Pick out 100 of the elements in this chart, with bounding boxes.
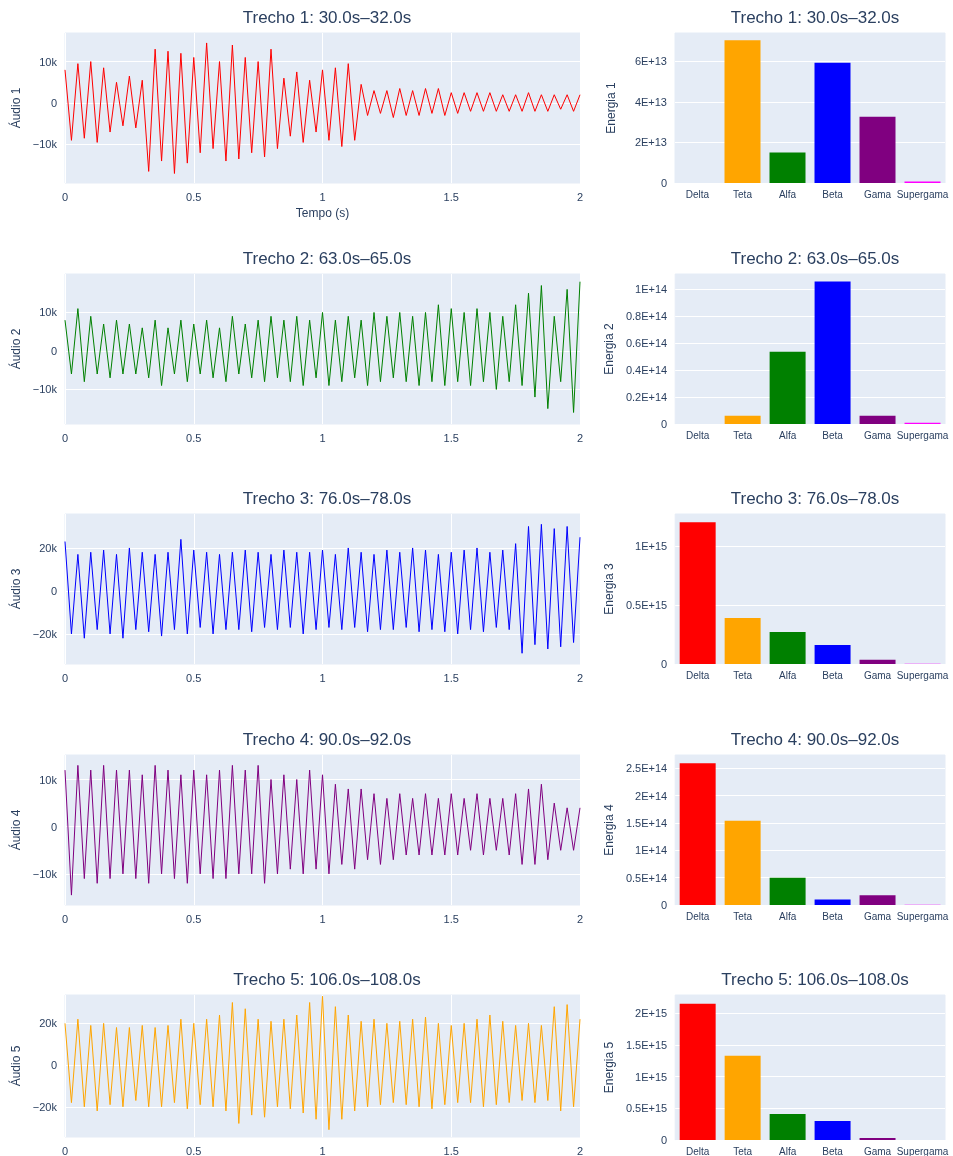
y-tick-label: 0.2E+14 bbox=[625, 391, 668, 404]
y-axis-title: Energia 1 bbox=[604, 81, 618, 134]
x-tick-label: 2 bbox=[576, 190, 584, 203]
y-tick-label: 6E+13 bbox=[634, 55, 667, 68]
y-axis-title: Áudio 3 bbox=[7, 568, 23, 610]
chart-title: Trecho 1: 30.0s–32.0s bbox=[242, 8, 412, 27]
y-tick-label: 20k bbox=[39, 1017, 58, 1030]
bar bbox=[769, 877, 806, 905]
bar bbox=[814, 62, 851, 183]
x-tick-label: 1 bbox=[319, 1144, 326, 1156]
chart-title: Trecho 2: 63.0s–65.0s bbox=[730, 249, 900, 268]
x-tick-label: 1.5 bbox=[443, 431, 459, 444]
x-tick-label: Teta bbox=[733, 669, 753, 681]
y-tick-label: −10k bbox=[32, 138, 58, 151]
x-tick-label: 1.5 bbox=[443, 671, 459, 684]
x-tick-label: Teta bbox=[733, 910, 753, 922]
x-tick-label: 2 bbox=[576, 1144, 584, 1156]
x-tick-label: 1 bbox=[319, 671, 326, 684]
x-tick-label: 0.5 bbox=[186, 431, 202, 444]
x-tick-label: Supergama bbox=[896, 910, 949, 922]
bar bbox=[859, 895, 896, 905]
x-tick-label: Gama bbox=[863, 188, 892, 200]
y-tick-label: 2E+14 bbox=[635, 789, 668, 802]
x-tick-label: Gama bbox=[863, 1145, 892, 1156]
x-tick-label: Teta bbox=[733, 188, 753, 200]
x-tick-label: Alfa bbox=[778, 429, 797, 441]
y-axis-title: Áudio 5 bbox=[7, 1045, 23, 1087]
chart-title: Trecho 2: 63.0s–65.0s bbox=[242, 249, 412, 268]
x-tick-label: 0 bbox=[61, 431, 69, 444]
bar bbox=[724, 820, 761, 905]
y-tick-label: 0 bbox=[660, 177, 667, 189]
x-tick-label: 0 bbox=[61, 671, 69, 684]
y-tick-label: 1E+15 bbox=[635, 539, 668, 552]
y-tick-label: −20k bbox=[32, 1100, 58, 1113]
chart-title: Trecho 5: 106.0s–108.0s bbox=[721, 970, 909, 989]
y-tick-label: 2E+15 bbox=[635, 1007, 668, 1020]
y-axis-title: Energia 4 bbox=[602, 803, 616, 856]
y-tick-label: 0.5E+14 bbox=[625, 871, 668, 884]
x-tick-label: 2 bbox=[576, 431, 584, 444]
y-axis-title: Energia 5 bbox=[602, 1041, 616, 1094]
bar bbox=[769, 351, 806, 424]
y-tick-label: 0.5E+15 bbox=[625, 1102, 668, 1115]
y-tick-label: 2E+13 bbox=[634, 136, 667, 149]
y-tick-label: 10k bbox=[39, 55, 58, 68]
y-tick-label: 0 bbox=[50, 1059, 57, 1072]
x-tick-label: Delta bbox=[685, 188, 710, 200]
y-tick-label: 0.5E+15 bbox=[625, 598, 668, 611]
x-axis-title: Tempo (s) bbox=[295, 205, 350, 220]
bar bbox=[814, 899, 851, 905]
bar bbox=[724, 415, 761, 424]
y-tick-label: 1.5E+14 bbox=[625, 816, 668, 829]
x-tick-label: Beta bbox=[822, 188, 844, 200]
y-tick-label: −20k bbox=[32, 627, 58, 640]
x-tick-label: Alfa bbox=[778, 669, 797, 681]
x-tick-label: 0.5 bbox=[186, 671, 202, 684]
bar bbox=[679, 763, 716, 905]
x-tick-label: 0 bbox=[61, 912, 69, 925]
chart-title: Trecho 5: 106.0s–108.0s bbox=[233, 970, 421, 989]
y-axis-title: Áudio 1 bbox=[7, 87, 23, 129]
x-tick-label: 1.5 bbox=[443, 1144, 459, 1156]
y-tick-label: 0 bbox=[50, 344, 57, 357]
y-axis-title: Energia 3 bbox=[602, 562, 616, 615]
y-tick-label: 0 bbox=[661, 658, 668, 670]
chart-title: Trecho 3: 76.0s–78.0s bbox=[242, 489, 412, 508]
x-tick-label: Supergama bbox=[896, 1145, 949, 1156]
chart-title: Trecho 1: 30.0s–32.0s bbox=[730, 8, 900, 27]
x-tick-label: Beta bbox=[822, 910, 844, 922]
y-axis-title: Áudio 4 bbox=[7, 809, 23, 851]
y-tick-label: 20k bbox=[39, 541, 58, 554]
x-tick-label: 0.5 bbox=[186, 912, 202, 925]
y-tick-label: −10k bbox=[32, 383, 58, 396]
line-series bbox=[64, 42, 581, 174]
x-tick-label: Beta bbox=[822, 669, 844, 681]
x-tick-label: Delta bbox=[685, 910, 710, 922]
x-tick-label: Beta bbox=[822, 429, 844, 441]
y-tick-label: 1E+14 bbox=[635, 283, 668, 296]
y-tick-label: 1.5E+15 bbox=[625, 1039, 668, 1052]
bar bbox=[814, 281, 851, 424]
y-tick-label: 0 bbox=[50, 584, 57, 597]
y-tick-label: 0 bbox=[50, 97, 57, 110]
x-tick-label: 1 bbox=[319, 190, 326, 203]
y-tick-label: 1E+15 bbox=[635, 1070, 668, 1083]
y-tick-label: 0 bbox=[50, 820, 57, 833]
bar bbox=[769, 152, 806, 183]
chart-title: Trecho 3: 76.0s–78.0s bbox=[730, 489, 900, 508]
bar bbox=[859, 415, 896, 424]
x-tick-label: Delta bbox=[685, 669, 710, 681]
x-tick-label: 2 bbox=[576, 671, 584, 684]
x-tick-label: Alfa bbox=[778, 910, 797, 922]
x-tick-label: 1.5 bbox=[443, 190, 459, 203]
y-tick-label: 0.8E+14 bbox=[625, 310, 668, 323]
chart-title: Trecho 4: 90.0s–92.0s bbox=[730, 730, 900, 749]
y-tick-label: 2.5E+14 bbox=[625, 762, 668, 775]
x-tick-label: Beta bbox=[822, 1145, 844, 1156]
line-series bbox=[64, 281, 581, 413]
bar bbox=[724, 40, 761, 183]
x-tick-label: Gama bbox=[863, 669, 892, 681]
line-series bbox=[64, 523, 581, 654]
x-tick-label: 1 bbox=[319, 912, 326, 925]
x-tick-label: Delta bbox=[685, 429, 710, 441]
